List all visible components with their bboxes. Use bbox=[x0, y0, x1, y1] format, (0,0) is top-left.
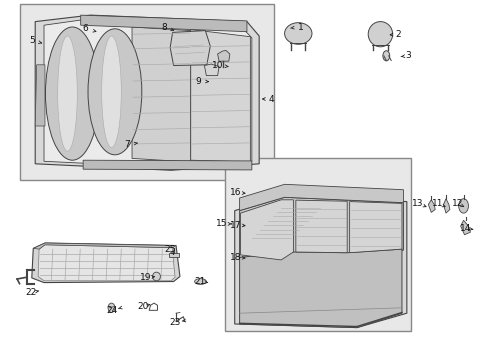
Text: 21: 21 bbox=[194, 277, 206, 286]
Text: 17: 17 bbox=[230, 220, 242, 230]
Polygon shape bbox=[132, 27, 190, 162]
Polygon shape bbox=[83, 160, 251, 170]
Ellipse shape bbox=[194, 279, 206, 284]
Text: 15: 15 bbox=[215, 219, 227, 228]
Text: 7: 7 bbox=[124, 140, 130, 149]
Text: 23: 23 bbox=[169, 318, 181, 327]
Text: 20: 20 bbox=[137, 302, 148, 311]
Polygon shape bbox=[239, 249, 401, 328]
Text: 10: 10 bbox=[211, 61, 223, 70]
Bar bbox=[224, 158, 410, 331]
Text: 11: 11 bbox=[431, 199, 443, 208]
Polygon shape bbox=[217, 50, 229, 61]
Ellipse shape bbox=[102, 36, 121, 148]
Polygon shape bbox=[33, 243, 176, 249]
Ellipse shape bbox=[45, 27, 99, 160]
Bar bbox=[168, 253, 179, 257]
Polygon shape bbox=[239, 184, 403, 211]
Polygon shape bbox=[349, 202, 401, 253]
Text: 8: 8 bbox=[161, 22, 166, 31]
Ellipse shape bbox=[108, 303, 115, 312]
Ellipse shape bbox=[382, 51, 389, 61]
Bar bbox=[20, 4, 273, 180]
Ellipse shape bbox=[152, 272, 160, 281]
Polygon shape bbox=[81, 15, 246, 32]
Ellipse shape bbox=[458, 199, 468, 213]
Polygon shape bbox=[38, 245, 175, 281]
Text: 1: 1 bbox=[297, 22, 303, 31]
Polygon shape bbox=[32, 243, 180, 283]
Polygon shape bbox=[234, 196, 406, 328]
Text: 18: 18 bbox=[230, 253, 242, 262]
Ellipse shape bbox=[367, 22, 392, 47]
Text: 19: 19 bbox=[140, 274, 151, 282]
Polygon shape bbox=[295, 200, 346, 253]
Polygon shape bbox=[460, 220, 469, 235]
Text: 14: 14 bbox=[459, 224, 470, 233]
Polygon shape bbox=[443, 199, 449, 213]
Text: 22: 22 bbox=[25, 288, 37, 297]
Text: 6: 6 bbox=[82, 24, 88, 33]
Polygon shape bbox=[427, 200, 434, 212]
Text: 9: 9 bbox=[195, 77, 201, 85]
Text: 5: 5 bbox=[29, 36, 35, 45]
Text: 12: 12 bbox=[450, 199, 462, 208]
Polygon shape bbox=[44, 18, 251, 167]
Ellipse shape bbox=[58, 36, 77, 151]
Polygon shape bbox=[204, 64, 219, 76]
Text: 24: 24 bbox=[105, 306, 117, 315]
Polygon shape bbox=[170, 31, 210, 66]
Text: 13: 13 bbox=[411, 199, 423, 208]
Polygon shape bbox=[35, 15, 259, 170]
Polygon shape bbox=[285, 33, 310, 34]
Polygon shape bbox=[239, 197, 403, 263]
Text: 25: 25 bbox=[164, 245, 176, 253]
Polygon shape bbox=[190, 30, 250, 162]
Ellipse shape bbox=[284, 23, 311, 44]
Text: 3: 3 bbox=[405, 51, 410, 60]
Ellipse shape bbox=[88, 29, 142, 155]
Polygon shape bbox=[35, 65, 45, 126]
Polygon shape bbox=[240, 200, 293, 260]
Polygon shape bbox=[369, 33, 390, 36]
Text: 2: 2 bbox=[395, 30, 401, 39]
Text: 4: 4 bbox=[268, 94, 274, 104]
Text: 16: 16 bbox=[230, 188, 242, 197]
